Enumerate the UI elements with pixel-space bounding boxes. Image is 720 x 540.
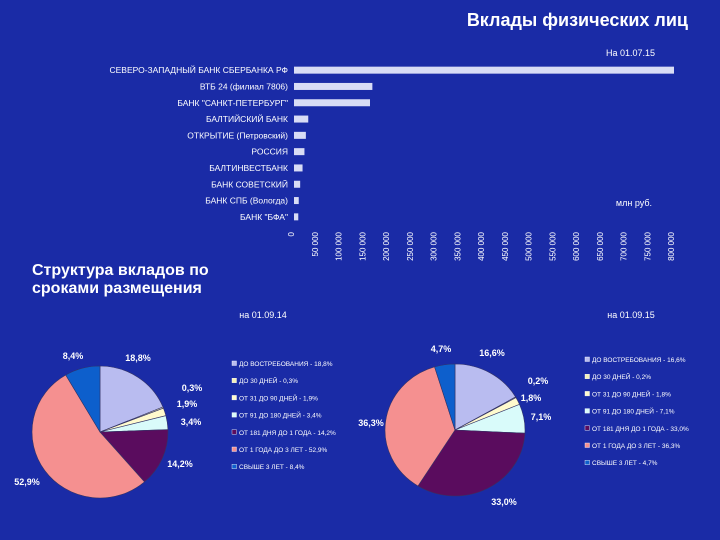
pie2-data-label: 7,1% <box>531 412 552 422</box>
pie1-legend-swatch <box>232 447 237 452</box>
pie2-date-label: на 01.09.15 <box>607 310 655 320</box>
pie2-data-label: 1,8% <box>521 393 542 403</box>
bar <box>294 67 674 74</box>
x-tick-label: 0 <box>287 231 296 236</box>
bar-category-label: БАЛТИНВЕСТБАНК <box>209 163 288 173</box>
pie1-data-label: 18,8% <box>125 353 151 363</box>
bar <box>294 164 303 171</box>
pie2-legend-swatch <box>585 357 590 362</box>
pie2-legend-label: ОТ 31 ДО 90 ДНЕЙ - 1,8% <box>592 389 671 398</box>
pie1-legend-label: ДО ВОСТРЕБОВАНИЯ - 18,8% <box>239 361 333 368</box>
pie2-legend-label: ДО 30 ДНЕЙ - 0,2% <box>592 372 651 381</box>
x-tick-label: 650 000 <box>596 231 605 260</box>
x-tick-label: 200 000 <box>382 231 391 260</box>
x-tick-label: 500 000 <box>525 231 534 260</box>
x-tick-label: 400 000 <box>477 231 486 260</box>
pie2-legend-swatch <box>585 374 590 379</box>
pie2-data-label: 16,6% <box>479 348 505 358</box>
pie2-legend-label: СВЫШЕ 3 ЛЕТ - 4,7% <box>592 460 658 467</box>
pie1-legend-swatch <box>232 464 237 469</box>
pie1-legend-label: ОТ 181 ДНЯ ДО 1 ГОДА - 14,2% <box>239 430 336 437</box>
bar <box>294 116 308 123</box>
pie2-legend-label: ОТ 181 ДНЯ ДО 1 ГОДА - 33,0% <box>592 426 689 433</box>
pie2-data-label: 0,2% <box>528 376 549 386</box>
pie2-legend-swatch <box>585 460 590 465</box>
bar-category-label: БАНК "САНКТ-ПЕТЕРБУРГ" <box>177 98 288 108</box>
pie2-data-label: 33,0% <box>491 497 517 507</box>
x-tick-label: 50 000 <box>311 231 320 256</box>
pie1-data-label: 3,4% <box>181 417 202 427</box>
pie2-legend-swatch <box>585 391 590 396</box>
pie1-data-label: 8,4% <box>63 351 84 361</box>
pie1-legend-label: СВЫШЕ 3 ЛЕТ - 8,4% <box>239 464 305 471</box>
bar <box>294 99 370 106</box>
pie1-legend-swatch <box>232 361 237 366</box>
x-tick-label: 600 000 <box>572 231 581 260</box>
pie2-data-label: 36,3% <box>358 418 384 428</box>
pie1-date-label: на 01.09.14 <box>239 310 287 320</box>
x-tick-label: 550 000 <box>548 231 557 260</box>
bar <box>294 181 300 188</box>
pie1-data-label: 14,2% <box>167 459 193 469</box>
pie2-legend-swatch <box>585 409 590 414</box>
bar <box>294 148 304 155</box>
pie2-legend-label: ОТ 91 ДО 180 ДНЕЙ - 7,1% <box>592 407 675 416</box>
pie1-legend-label: ОТ 91 ДО 180 ДНЕЙ - 3,4% <box>239 411 322 420</box>
pie1-legend-label: ДО 30 ДНЕЙ - 0,3% <box>239 376 298 385</box>
pie1-legend-label: ОТ 31 ДО 90 ДНЕЙ - 1,9% <box>239 393 318 402</box>
pie1-legend-swatch <box>232 413 237 418</box>
pie2-data-label: 4,7% <box>431 344 452 354</box>
bar-category-label: БАЛТИЙСКИЙ БАНК <box>206 113 288 124</box>
x-tick-label: 800 000 <box>667 231 676 260</box>
bar-category-label: ОТКРЫТИЕ (Петровский) <box>187 130 288 140</box>
pie2-legend-swatch <box>585 426 590 431</box>
pie1-data-label: 0,3% <box>182 383 203 393</box>
bar-category-label: БАНК "БФА" <box>240 212 288 222</box>
bar-date-label: На 01.07.15 <box>606 48 655 58</box>
bar-unit-label: млн руб. <box>616 198 652 208</box>
x-tick-label: 350 000 <box>453 231 462 260</box>
pie1-legend-swatch <box>232 378 237 383</box>
x-tick-label: 700 000 <box>620 231 629 260</box>
bar <box>294 83 372 90</box>
pie1-legend-label: ОТ 1 ГОДА ДО 3 ЛЕТ - 52,9% <box>239 447 328 454</box>
pie2-legend-label: ДО ВОСТРЕБОВАНИЯ - 16,6% <box>592 357 686 364</box>
bar-category-label: ВТБ 24 (филиал 7806) <box>200 81 288 91</box>
x-tick-label: 150 000 <box>358 231 367 260</box>
bar <box>294 132 306 139</box>
bar-category-label: БАНК СПБ (Вологда) <box>205 196 288 206</box>
pie2-legend-swatch <box>585 443 590 448</box>
bar <box>294 213 298 220</box>
pie2-legend-label: ОТ 1 ГОДА ДО 3 ЛЕТ - 36,3% <box>592 443 681 450</box>
x-tick-label: 100 000 <box>335 231 344 260</box>
pie1-data-label: 1,9% <box>177 399 198 409</box>
bar-category-label: РОССИЯ <box>251 147 288 157</box>
bar-category-label: СЕВЕРО-ЗАПАДНЫЙ БАНК СБЕРБАНКА РФ <box>109 64 288 75</box>
bar <box>294 197 299 204</box>
pie1-legend-swatch <box>232 395 237 400</box>
x-tick-label: 450 000 <box>501 231 510 260</box>
x-tick-label: 750 000 <box>643 231 652 260</box>
x-tick-label: 300 000 <box>430 231 439 260</box>
bar-category-label: БАНК СОВЕТСКИЙ <box>211 178 288 189</box>
x-tick-label: 250 000 <box>406 231 415 260</box>
pie1-legend-swatch <box>232 430 237 435</box>
pie1-data-label: 52,9% <box>14 477 40 487</box>
